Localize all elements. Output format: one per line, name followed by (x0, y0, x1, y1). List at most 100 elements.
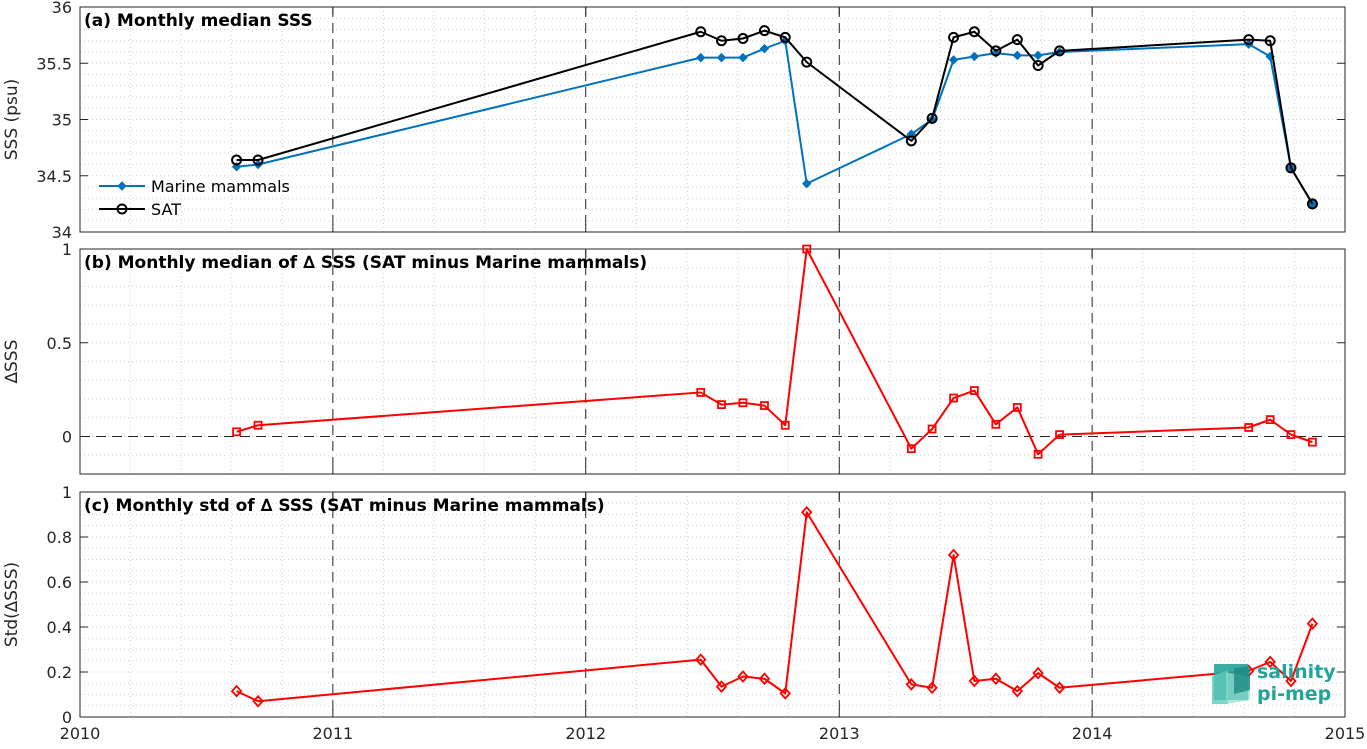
data-point (758, 672, 771, 686)
legend: Marine mammals SAT (99, 177, 290, 219)
data-point (948, 31, 960, 43)
data-point (1306, 198, 1318, 210)
data-point (1265, 415, 1275, 425)
series-b-0 (232, 244, 1317, 459)
data-point (779, 31, 791, 43)
y-tick-label: 0.5 (47, 334, 72, 353)
data-point (1012, 403, 1022, 412)
panel-c: 0 0.2 0.4 0.6 0.8 1 2010 2011 2012 2013 2014 2015 St… (2, 483, 1365, 743)
logo-line2: pi-mep (1257, 683, 1331, 705)
panel-a: 34 34.5 35 35.5 36 SSS (psu) (a) Monthly media… (2, 0, 1346, 242)
y-tick-label: 1 (62, 240, 72, 259)
data-point (1264, 35, 1276, 47)
data-point (990, 672, 1002, 686)
data-point (230, 684, 243, 698)
data-point (1285, 674, 1297, 688)
axes-box-c (79, 491, 1346, 718)
data-point (253, 420, 263, 430)
data-point (760, 401, 769, 410)
data-point (1286, 430, 1296, 440)
salinity-pi-mep-logo: salinity pi-mep (1212, 661, 1336, 705)
x-tick-label: 2011 (313, 724, 354, 743)
data-point (715, 680, 728, 693)
data-point (802, 178, 812, 189)
legend-label: SAT (151, 200, 181, 219)
panel-title-b: (b) Monthly median of ∆ SSS (SAT minus M… (84, 253, 647, 273)
data-point (1011, 34, 1023, 46)
data-point (906, 444, 916, 454)
data-point (738, 398, 748, 408)
data-point (802, 244, 812, 254)
data-point (695, 26, 707, 38)
data-point (717, 400, 726, 410)
data-point (947, 548, 960, 562)
y-tick-label: 0.2 (47, 663, 72, 682)
data-point (1054, 45, 1066, 57)
data-point (949, 393, 958, 403)
y-tick-label: 1 (62, 483, 72, 502)
data-point (1012, 50, 1023, 61)
data-point (969, 386, 979, 395)
data-point (232, 427, 241, 437)
legend-label: Marine mammals (151, 177, 290, 196)
data-point (905, 135, 917, 147)
data-point (968, 26, 980, 38)
data-point (1264, 655, 1276, 669)
data-point (737, 33, 749, 44)
x-tick-label: 2014 (1072, 724, 1113, 743)
y-axis-label-a: SSS (psu) (2, 79, 22, 160)
data-point (905, 678, 918, 691)
data-point (968, 674, 981, 688)
data-point (1243, 34, 1255, 46)
data-point (990, 45, 1002, 57)
data-point (991, 419, 1001, 429)
data-point (801, 505, 813, 519)
data-point (758, 25, 770, 37)
x-tick-label: 2012 (565, 724, 606, 743)
y-tick-label: 34 (52, 223, 72, 242)
data-point (759, 43, 770, 54)
data-point (696, 52, 706, 63)
data-point (779, 687, 791, 700)
data-point (927, 424, 937, 434)
data-point (252, 694, 264, 708)
x-tick-label: 2015 (1325, 724, 1366, 743)
y-axis-label-b: ∆SSS (2, 340, 22, 385)
data-point (1033, 449, 1043, 459)
data-point (1011, 684, 1024, 698)
data-point (1053, 681, 1066, 695)
x-tick-label: 2013 (819, 724, 860, 743)
data-point (716, 52, 727, 63)
data-point (1308, 437, 1317, 447)
data-point (252, 154, 264, 166)
logo-emblem (1212, 664, 1250, 704)
y-tick-label: 0.6 (47, 573, 72, 592)
logo-line1: salinity (1257, 661, 1336, 683)
data-point (1306, 617, 1319, 630)
panel-b: 0 0.5 1 ∆SSS (b) Monthly median of ∆ SSS (SA… (2, 240, 1346, 475)
legend-marker (117, 181, 127, 191)
legend-marker (116, 203, 128, 215)
data-point (1032, 666, 1044, 680)
data-point (926, 681, 938, 695)
y-tick-label: 0.4 (47, 618, 72, 637)
axes-box-b (79, 248, 1346, 475)
panel-title-c: (c) Monthly std of ∆ SSS (SAT minus Mari… (84, 496, 605, 516)
data-point (737, 670, 749, 683)
grid-b (80, 248, 1345, 475)
data-point (1055, 430, 1064, 440)
y-tick-label: 35 (52, 111, 72, 130)
data-point (801, 56, 813, 68)
x-tick-label: 2010 (60, 724, 101, 743)
panel-title-a: (a) Monthly median SSS (84, 11, 313, 31)
series-a-1 (231, 25, 1318, 210)
y-tick-label: 0 (62, 708, 72, 727)
data-point (231, 154, 243, 166)
y-tick-label: 36 (52, 0, 72, 17)
data-point (926, 112, 938, 124)
data-point (780, 420, 790, 430)
grid-c (80, 491, 1345, 718)
data-point (695, 653, 707, 666)
